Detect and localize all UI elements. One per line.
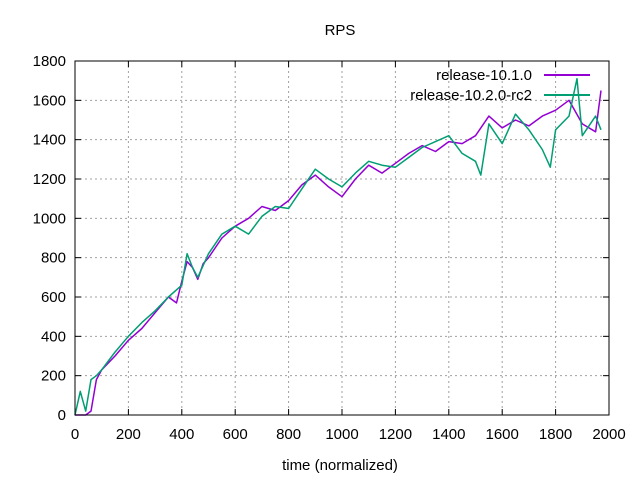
x-tick-label: 1000 — [325, 426, 358, 443]
x-tick-label: 400 — [169, 426, 194, 443]
x-tick-label: 0 — [71, 426, 79, 443]
x-tick-label: 1600 — [486, 426, 519, 443]
series-layer — [74, 77, 602, 416]
x-tick-label: 600 — [223, 426, 248, 443]
x-tick-label: 1800 — [539, 426, 572, 443]
y-tick-label: 1800 — [33, 53, 66, 70]
legend-label-1: release-10.2.0-rc2 — [410, 87, 532, 104]
legend: release-10.1.0 release-10.2.0-rc2 — [410, 67, 590, 104]
y-axis-ticks: 0 200 400 600 800 1000 1200 1400 1600 1800 — [33, 53, 609, 424]
x-tick-label: 200 — [116, 426, 141, 443]
x-tick-label: 2000 — [592, 426, 625, 443]
legend-label-0: release-10.1.0 — [436, 67, 532, 84]
y-tick-label: 0 — [58, 407, 66, 424]
x-tick-label: 1400 — [432, 426, 465, 443]
x-tick-label: 800 — [276, 426, 301, 443]
y-tick-label: 200 — [41, 368, 66, 385]
x-axis-label: time (normalized) — [282, 457, 398, 474]
series-line-0 — [75, 90, 602, 416]
y-tick-label: 400 — [41, 328, 66, 345]
grid — [75, 61, 609, 415]
y-tick-label: 1000 — [33, 210, 66, 227]
chart-title: RPS — [325, 22, 356, 39]
y-tick-label: 600 — [41, 289, 66, 306]
x-axis-ticks: 0 200 400 600 800 1000 1200 1400 1600 1800 2000 — [71, 61, 626, 443]
y-tick-label: 800 — [41, 250, 66, 267]
series-line-1 — [74, 77, 602, 416]
x-tick-label: 1200 — [379, 426, 412, 443]
y-tick-label: 1600 — [33, 92, 66, 109]
y-tick-label: 1200 — [33, 171, 66, 188]
y-tick-label: 1400 — [33, 132, 66, 149]
